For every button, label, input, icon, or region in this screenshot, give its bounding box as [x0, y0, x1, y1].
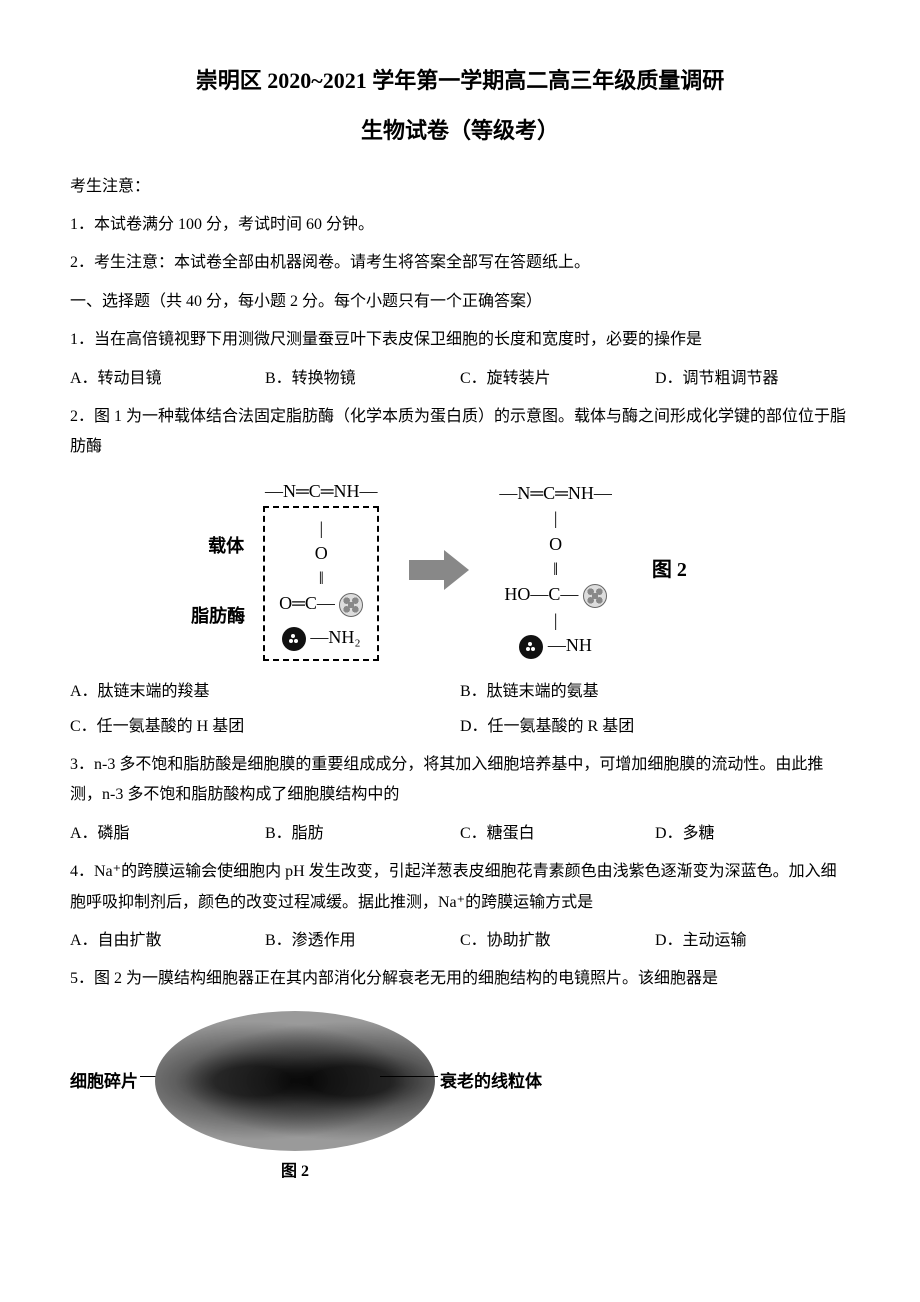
chem-nh: —NH [548, 635, 592, 655]
q4-option-a: A．自由扩散 [70, 926, 265, 956]
question-5: 5．图 2 为一膜结构细胞器正在其内部消化分解衰老无用的细胞结构的电镜照片。该细… [70, 964, 850, 994]
notice-item-2: 2．考生注意：本试卷全部由机器阅卷。请考生将答案全部写在答题纸上。 [70, 248, 850, 278]
question-1-options: A．转动目镜 B．转换物镜 C．旋转装片 D．调节粗调节器 [70, 364, 850, 394]
question-2: 2．图 1 为一种载体结合法固定脂肪酶（化学本质为蛋白质）的示意图。载体与酶之间… [70, 402, 850, 463]
arrow-icon [409, 550, 469, 590]
fig2-left-label: 细胞碎片 [70, 1066, 138, 1098]
figure-1-label: 图 2 [652, 551, 687, 589]
page-subtitle: 生物试卷（等级考） [70, 110, 850, 152]
carrier-circle-icon [339, 593, 363, 617]
q3-option-c: C．糖蛋白 [460, 819, 655, 849]
q4-option-b: B．渗透作用 [265, 926, 460, 956]
fig2-right-label: 衰老的线粒体 [440, 1066, 542, 1098]
notice-heading: 考生注意： [70, 172, 850, 202]
q2-option-c: C．任一氨基酸的 H 基团 [70, 712, 460, 742]
figure-2: 细胞碎片 衰老的线粒体 图 2 [70, 1011, 570, 1187]
q2-option-a: A．肽链末端的羧基 [70, 677, 460, 707]
chem-o-label-2: O [499, 532, 612, 557]
chem-o-label: O [279, 541, 363, 566]
chem-mid-right: HO—C— [504, 584, 578, 604]
q3-option-a: A．磷脂 [70, 819, 265, 849]
microscope-image [155, 1011, 435, 1151]
carrier-circle-icon-2 [583, 584, 607, 608]
figure-1: 载体 脂肪酶 —N═C═NH— | O ‖ O═C— —NH₂ —N═C═NH—… [70, 479, 850, 662]
question-4: 4．Na⁺的跨膜运输会使细胞内 pH 发生改变，引起洋葱表皮细胞花青素颜色由浅紫… [70, 857, 850, 918]
question-2-options-row2: C．任一氨基酸的 H 基团 D．任一氨基酸的 R 基团 [70, 712, 850, 742]
q2-option-b: B．肽链末端的氨基 [460, 677, 850, 707]
q3-option-d: D．多糖 [655, 819, 850, 849]
question-3-options: A．磷脂 B．脂肪 C．糖蛋白 D．多糖 [70, 819, 850, 849]
enzyme-circle-icon [282, 627, 306, 651]
chem-mid-left: O═C— [279, 593, 335, 613]
section-1-heading: 一、选择题（共 40 分，每小题 2 分。每个小题只有一个正确答案） [70, 287, 850, 317]
fig2-caption: 图 2 [155, 1157, 435, 1187]
question-1: 1．当在高倍镜视野下用测微尺测量蚕豆叶下表皮保卫细胞的长度和宽度时，必要的操作是 [70, 325, 850, 355]
enzyme-circle-icon-2 [519, 635, 543, 659]
notice-item-1: 1．本试卷满分 100 分，考试时间 60 分钟。 [70, 210, 850, 240]
q3-option-b: B．脂肪 [265, 819, 460, 849]
carrier-label: 载体 [208, 529, 244, 563]
q1-option-c: C．旋转装片 [460, 364, 655, 394]
enzyme-label: 脂肪酶 [191, 599, 245, 633]
chem-top-left: —N═C═NH— [263, 479, 379, 504]
q4-option-c: C．协助扩散 [460, 926, 655, 956]
question-4-options: A．自由扩散 B．渗透作用 C．协助扩散 D．主动运输 [70, 926, 850, 956]
q4-option-d: D．主动运输 [655, 926, 850, 956]
question-2-options-row1: A．肽链末端的羧基 B．肽链末端的氨基 [70, 677, 850, 707]
page-title: 崇明区 2020~2021 学年第一学期高二高三年级质量调研 [70, 60, 850, 102]
q1-option-b: B．转换物镜 [265, 364, 460, 394]
q2-option-d: D．任一氨基酸的 R 基团 [460, 712, 850, 742]
question-3: 3．n-3 多不饱和脂肪酸是细胞膜的重要组成成分，将其加入细胞培养基中，可增加细… [70, 750, 850, 811]
chem-top-right: —N═C═NH— [499, 481, 612, 506]
connector-line-right [380, 1076, 438, 1077]
chem-nh2: —NH₂ [310, 627, 360, 647]
q1-option-a: A．转动目镜 [70, 364, 265, 394]
q1-option-d: D．调节粗调节器 [655, 364, 850, 394]
